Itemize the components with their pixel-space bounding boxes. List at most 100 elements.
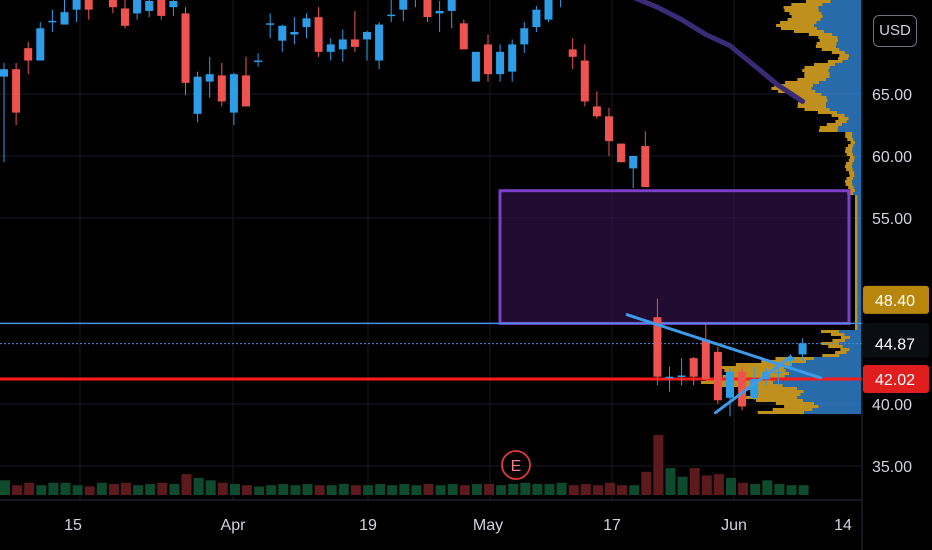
profile-bar-up — [846, 168, 853, 171]
profile-bar-down — [825, 78, 861, 81]
profile-bar-down — [827, 99, 861, 102]
profile-bar-down — [857, 213, 861, 216]
profile-bar-up — [819, 39, 839, 42]
moving-average-line — [633, 0, 806, 104]
profile-bar-up — [855, 300, 858, 303]
profile-bar-up — [855, 288, 858, 291]
profile-bar-up — [855, 219, 858, 222]
profile-bar-down — [829, 72, 861, 75]
currency-button[interactable]: USD — [873, 15, 917, 47]
profile-bar-up — [855, 327, 858, 330]
volume-bar — [108, 483, 119, 495]
volume-bars — [0, 435, 809, 495]
profile-bar-down — [848, 57, 861, 60]
volume-bar — [48, 482, 59, 495]
profile-bar-down — [826, 102, 861, 105]
profile-bar-down — [804, 411, 861, 414]
profile-bar-down — [857, 243, 861, 246]
volume-bar — [798, 485, 809, 495]
profile-bar-up — [850, 189, 856, 192]
profile-bar-up — [804, 108, 830, 111]
profile-bar-down — [826, 105, 861, 108]
volume-bar — [338, 483, 349, 495]
profile-bar-down — [826, 96, 861, 99]
profile-bar-down — [857, 210, 861, 213]
price-tick-label: 35.00 — [872, 459, 912, 476]
profile-bar-up — [721, 366, 785, 369]
price-label-box — [863, 364, 929, 393]
profile-bar-down — [818, 6, 861, 9]
volume-bar — [592, 485, 603, 495]
profile-bar-down — [829, 108, 861, 111]
profile-bar-up — [845, 147, 853, 150]
volume-bar — [326, 485, 337, 495]
time-axis[interactable]: 15 Apr 19 May 17 Jun 14 — [64, 517, 852, 534]
candle-body — [435, 10, 444, 14]
profile-bar-down — [857, 216, 861, 219]
profile-bar-down — [844, 51, 861, 54]
profile-bar-down — [829, 75, 861, 78]
profile-bar-up — [822, 354, 840, 357]
time-tick-label: 15 — [64, 517, 82, 534]
profile-bar-up — [735, 363, 793, 366]
profile-bar-down — [857, 207, 861, 210]
candle-body — [738, 371, 747, 407]
profile-bar-up — [855, 231, 858, 234]
volume-bar — [447, 483, 458, 495]
profile-bar-down — [857, 246, 861, 249]
profile-bar-up — [815, 45, 837, 48]
profile-bar-down — [853, 186, 861, 189]
volume-bar — [653, 435, 664, 495]
profile-bar-down — [853, 138, 861, 141]
profile-bar-up — [821, 342, 840, 345]
profile-bar-down — [852, 150, 861, 153]
time-tick-label: 17 — [603, 517, 621, 534]
volume-bar — [60, 482, 71, 495]
profile-bar-up — [826, 123, 843, 126]
profile-bar-up — [821, 330, 840, 333]
profile-bar-up — [701, 381, 773, 384]
profile-bar-down — [818, 9, 861, 12]
profile-bar-down — [852, 162, 861, 165]
profile-bar-down — [837, 36, 861, 39]
profile-bar-up — [835, 351, 847, 354]
profile-bar-up — [780, 27, 817, 30]
profile-bar-down — [849, 348, 861, 351]
profile-bar-up — [840, 348, 850, 351]
profile-bar-down — [857, 231, 861, 234]
profile-bar-down — [835, 63, 861, 66]
candle-body — [375, 24, 384, 61]
profile-bar-down — [855, 141, 861, 144]
profile-bar-up — [827, 60, 843, 63]
volume-bar — [217, 482, 228, 495]
profile-bar-up — [745, 396, 798, 399]
candle-body — [72, 0, 81, 10]
volume-bar — [375, 483, 386, 495]
volume-bar — [471, 483, 482, 495]
profile-bar-down — [814, 402, 861, 405]
candle-body — [290, 32, 299, 35]
volume-bar — [145, 483, 156, 495]
volume-bar — [169, 483, 180, 495]
profile-bar-up — [855, 312, 858, 315]
volume-bar — [242, 485, 252, 495]
volume-bar — [677, 476, 688, 495]
candle-body — [484, 44, 492, 75]
volume-bar — [12, 485, 23, 495]
volume-bar — [84, 486, 95, 495]
candle-body — [580, 60, 589, 102]
volume-bar — [738, 482, 749, 495]
profile-bar-down — [857, 204, 861, 207]
earnings-event-marker[interactable]: E — [501, 450, 531, 480]
profile-bar-down — [836, 42, 861, 45]
profile-bar-down — [857, 288, 861, 291]
profile-bar-up — [787, 18, 821, 21]
profile-bar-up — [846, 162, 853, 165]
candle-body — [447, 0, 456, 11]
volume-bar — [484, 483, 494, 495]
trend-line — [625, 313, 823, 380]
price-axis[interactable]: 35.00 40.00 55.00 60.00 65.00 — [872, 87, 912, 476]
candle-body — [459, 23, 468, 50]
volume-bar — [750, 483, 761, 495]
